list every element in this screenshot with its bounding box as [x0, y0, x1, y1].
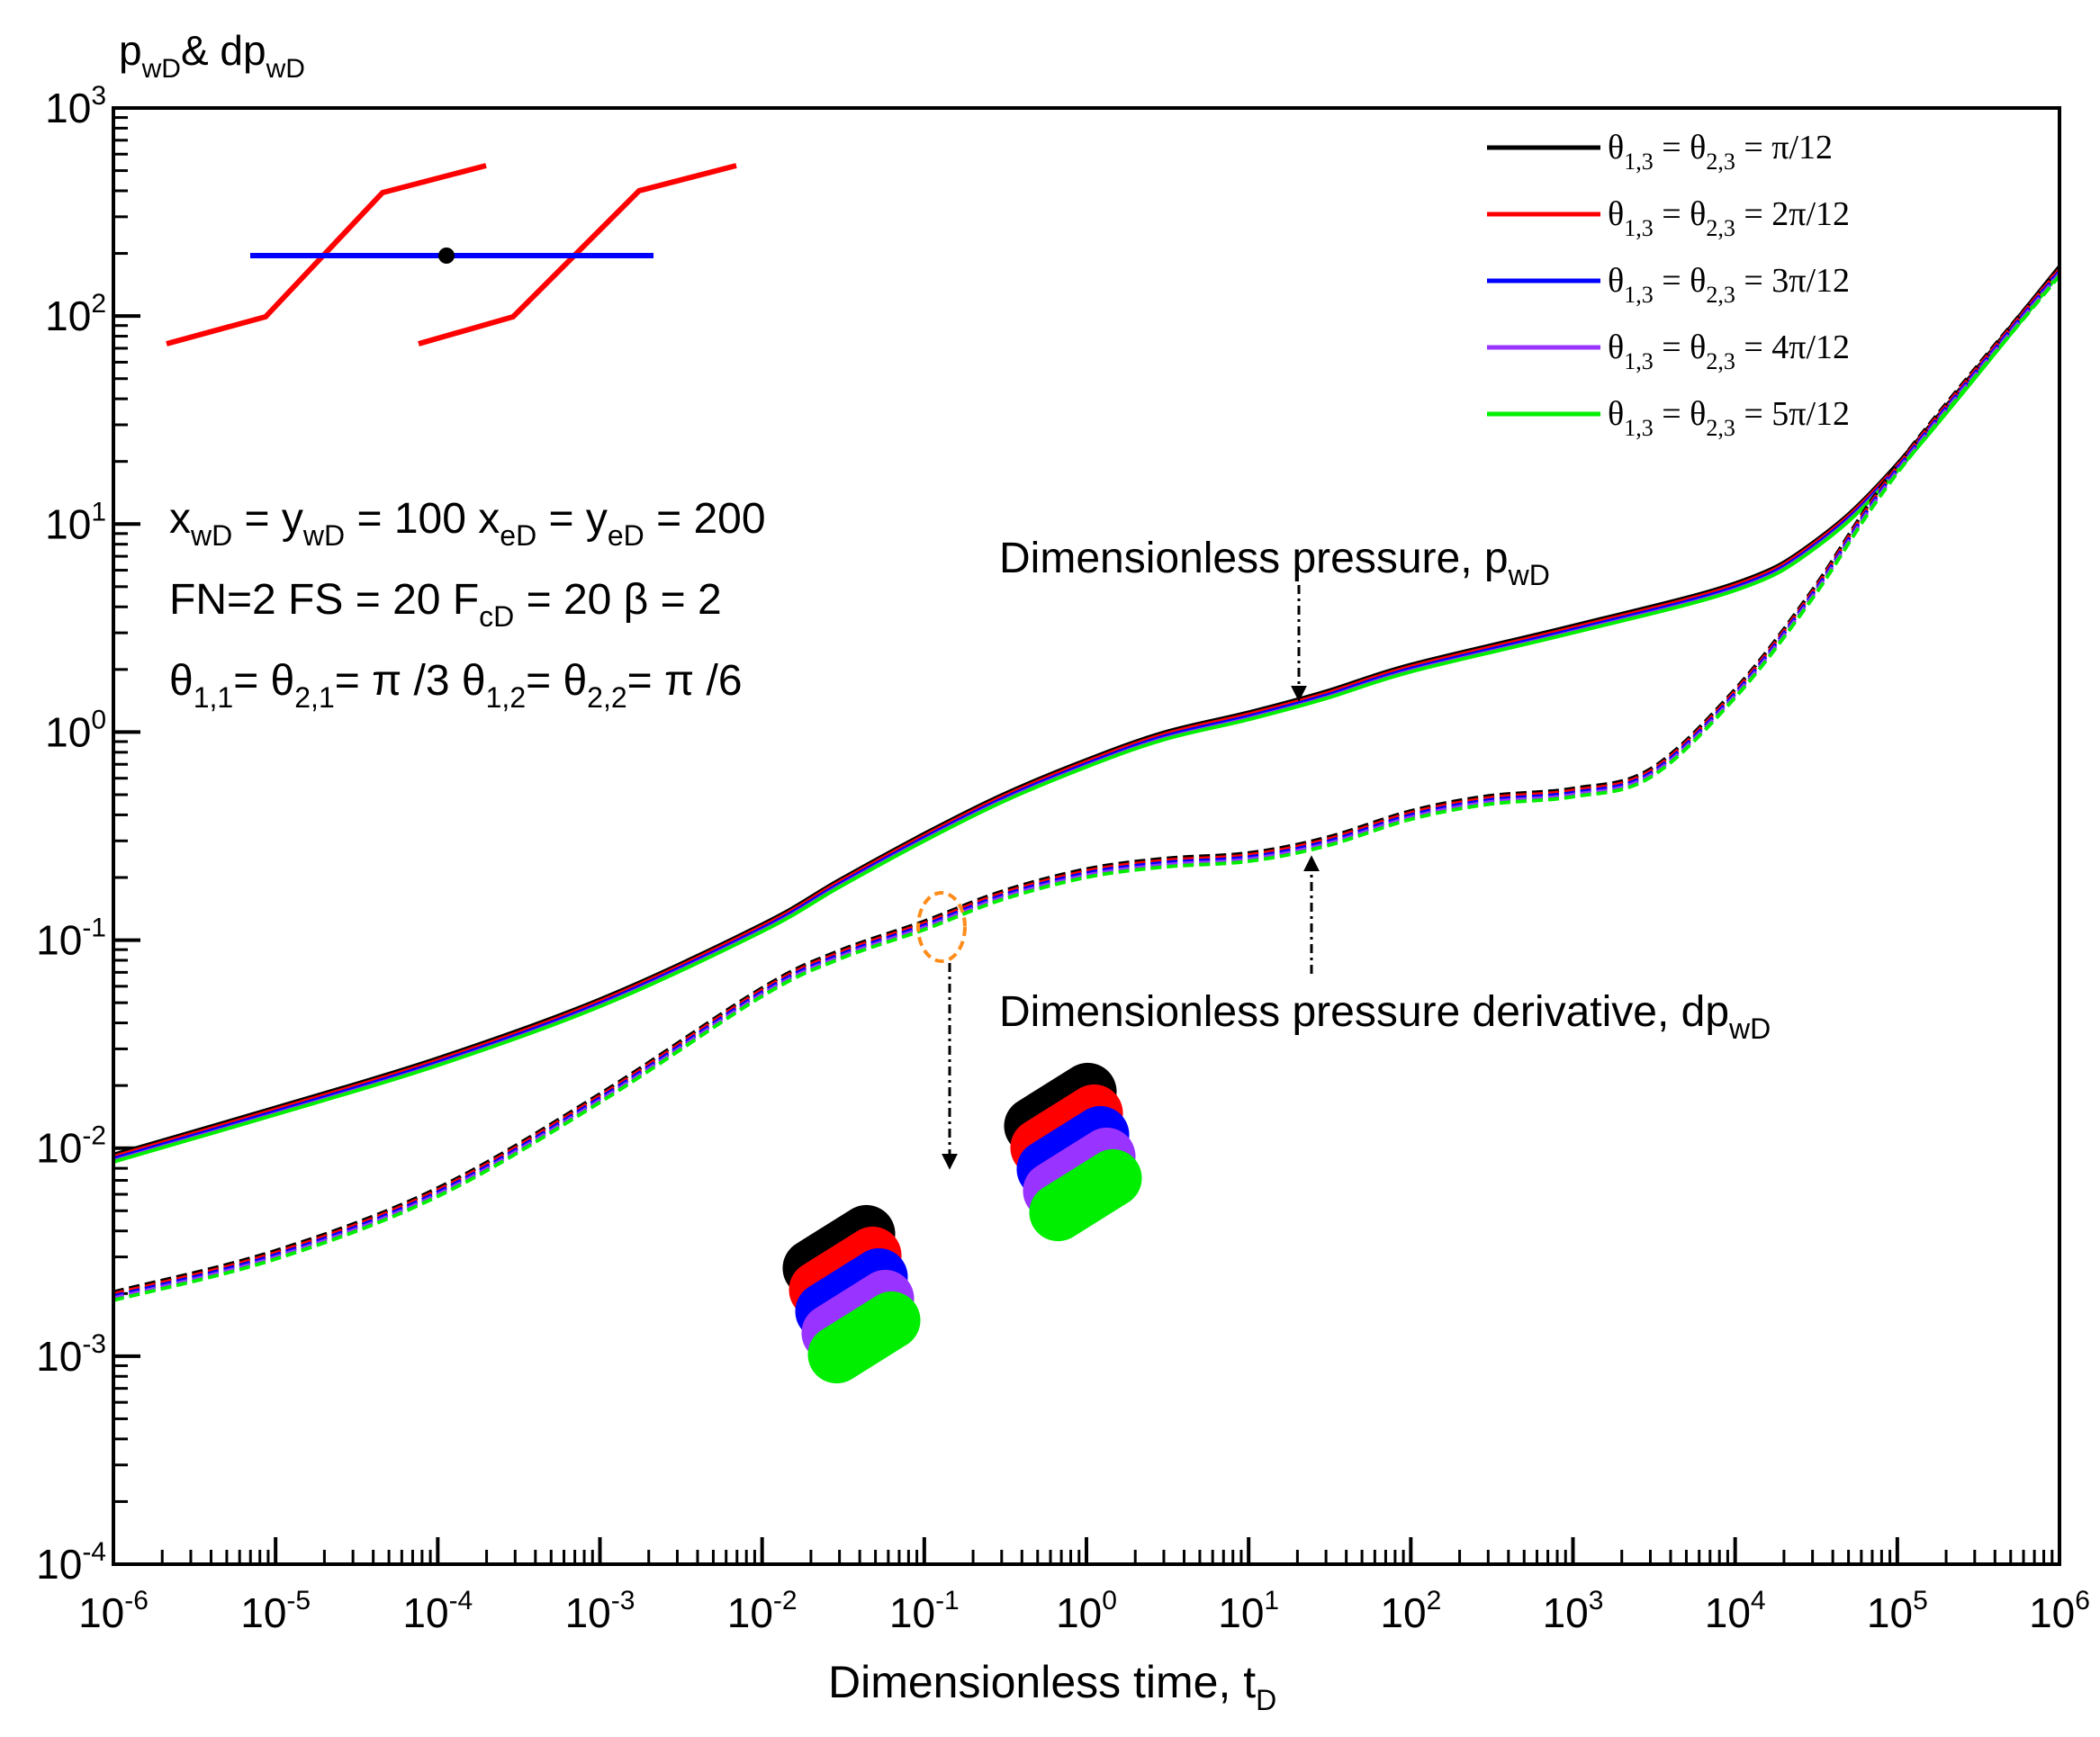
legend-label-2: θ1,3 = θ2,3 = 2π/12 — [1608, 195, 1850, 241]
x-tick-label: 106 — [2029, 1586, 2090, 1636]
y-tick-label: 10-4 — [36, 1537, 106, 1588]
x-tick-label: 102 — [1380, 1586, 1441, 1636]
y-tick-label: 10-1 — [36, 914, 106, 964]
param-line-2: FN=2 FS = 20 FcD = 20 β = 2 — [169, 576, 722, 633]
legend-label-1: θ1,3 = θ2,3 = π/12 — [1608, 129, 1833, 175]
x-tick-label: 10-5 — [240, 1586, 311, 1636]
y-tick-label: 101 — [45, 497, 106, 547]
zoom-swatches-right — [1004, 1062, 1142, 1242]
x-tick-label: 101 — [1218, 1586, 1279, 1636]
well-center — [438, 248, 455, 264]
legend-label-4: θ1,3 = θ2,3 = 4π/12 — [1608, 328, 1850, 374]
x-axis-title: Dimensionless time, tD — [828, 1657, 1276, 1716]
y-tick-label: 102 — [45, 289, 106, 339]
zoom-swatches-left — [782, 1204, 921, 1384]
x-tick-label: 103 — [1543, 1586, 1604, 1636]
zoom-circle — [916, 891, 967, 963]
axis-ticks — [112, 106, 2061, 1566]
y-tick-label: 103 — [45, 81, 106, 131]
zoom-swatch-5 — [1029, 1148, 1142, 1242]
legend-label-5: θ1,3 = θ2,3 = 5π/12 — [1608, 395, 1850, 441]
x-tick-label: 10-6 — [78, 1586, 149, 1636]
x-tick-label: 10-3 — [565, 1586, 635, 1636]
pressure-label: Dimensionless pressure, pwD — [999, 535, 1550, 591]
pressure-curve-5 — [113, 272, 2059, 1164]
derivative-curve-3 — [113, 270, 2059, 1299]
derivative-label: Dimensionless pressure derivative, dpwD — [999, 988, 1771, 1045]
param-line-3: θ1,1= θ2,1= π /3 θ1,2= θ2,2= π /6 — [169, 657, 743, 714]
zoom-swatch-5 — [807, 1291, 921, 1384]
x-tick-label: 105 — [1867, 1586, 1928, 1636]
x-tick-label: 104 — [1705, 1586, 1766, 1636]
pressure-curve-2 — [113, 266, 2059, 1159]
pressure-curve-1 — [113, 265, 2059, 1156]
y-tick-label: 10-2 — [36, 1121, 106, 1172]
derivative-curve-4 — [113, 272, 2059, 1300]
y-axis-title: pwD& dpwD — [119, 27, 305, 84]
curves — [113, 265, 2059, 1302]
x-tick-label: 10-2 — [727, 1586, 798, 1636]
y-tick-label: 10-3 — [36, 1329, 106, 1380]
y-tick-label: 100 — [45, 705, 106, 755]
axis-tick-labels: 10-6 10-5 10-4 10-3 10-2 10-1 100 101 102 103 104 1… — [36, 81, 2090, 1636]
x-tick-label: 100 — [1056, 1586, 1117, 1636]
pressure-curve-3 — [113, 269, 2059, 1161]
legend: θ1,3 = θ2,3 = π/12 θ1,3 = θ2,3 = 2π/12 θ1,… — [1487, 129, 1850, 441]
plot-frame — [112, 106, 2061, 1566]
well-schematic — [166, 163, 737, 346]
x-tick-label: 10-4 — [402, 1586, 473, 1636]
param-line-1: xwD = ywD = 100 xeD = yeD = 200 — [169, 495, 766, 552]
x-tick-label: 10-1 — [889, 1586, 960, 1636]
legend-label-3: θ1,3 = θ2,3 = 3π/12 — [1608, 262, 1850, 308]
derivative-curve-5 — [113, 274, 2059, 1302]
